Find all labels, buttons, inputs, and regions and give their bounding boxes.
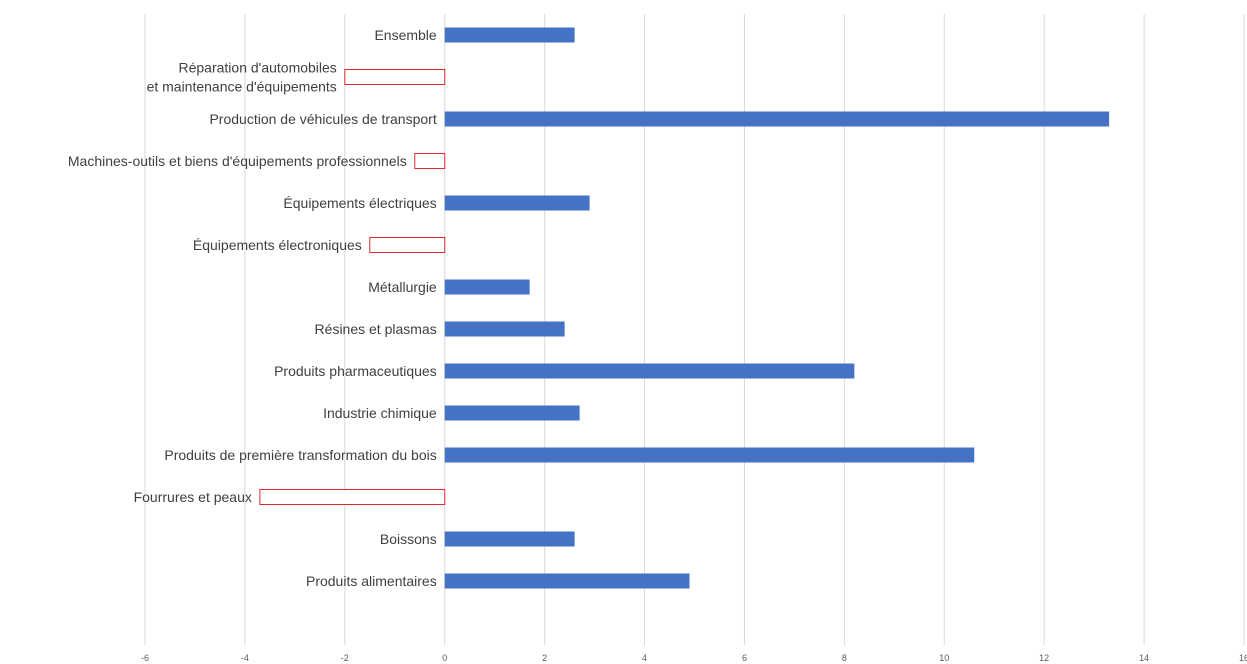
x-tick-label: 12 <box>1039 653 1049 663</box>
bar <box>414 153 446 169</box>
gridlines <box>144 14 1245 645</box>
x-tick-label: -6 <box>141 653 149 663</box>
category-label: Ensemble <box>374 27 436 43</box>
bar <box>444 363 855 379</box>
x-tick-label: 6 <box>742 653 747 663</box>
bar <box>444 111 1110 127</box>
bar <box>369 237 446 253</box>
category-label: Métallurgie <box>368 279 437 295</box>
x-tick-label: -4 <box>241 653 249 663</box>
category-label: Fourrures et peaux <box>134 489 252 505</box>
category-label: Produits alimentaires <box>306 573 437 589</box>
x-tick-label: 0 <box>442 653 447 663</box>
bar <box>444 573 690 589</box>
x-tick-label: 16 <box>1239 653 1247 663</box>
x-tick-label: -2 <box>341 653 349 663</box>
x-tick-label: 4 <box>642 653 647 663</box>
bar <box>444 279 530 295</box>
bar <box>444 321 565 337</box>
category-label: Équipements électriques <box>283 195 436 211</box>
category-label: Produits de première transformation du b… <box>164 447 436 463</box>
bar <box>444 405 580 421</box>
category-label: Résines et plasmas <box>315 321 437 337</box>
category-label: Machines-outils et biens d'équipements p… <box>68 153 407 169</box>
bar <box>444 27 575 43</box>
category-label: Produits pharmaceutiques <box>274 363 437 379</box>
x-tick-label: 10 <box>939 653 949 663</box>
bar <box>444 447 975 463</box>
x-tick-label: 8 <box>842 653 847 663</box>
category-label: Industrie chimique <box>323 405 437 421</box>
category-label: Boissons <box>380 531 437 547</box>
category-labels: Ensemble Réparation d'automobiles et maint… <box>68 27 437 589</box>
bar <box>444 195 590 211</box>
category-label: Réparation d'automobiles et maintenance d… <box>147 60 337 95</box>
bars <box>259 27 1110 589</box>
x-tick-label: 2 <box>542 653 547 663</box>
category-label: Production de véhicules de transport <box>209 111 436 127</box>
bar <box>444 531 575 547</box>
bar <box>259 489 446 505</box>
bar <box>344 69 446 85</box>
x-axis-ticks: -6 -4 -2 0 2 4 6 8 10 12 14 16 <box>141 653 1247 663</box>
x-tick-label: 14 <box>1139 653 1149 663</box>
category-label: Équipements électroniques <box>193 237 362 253</box>
